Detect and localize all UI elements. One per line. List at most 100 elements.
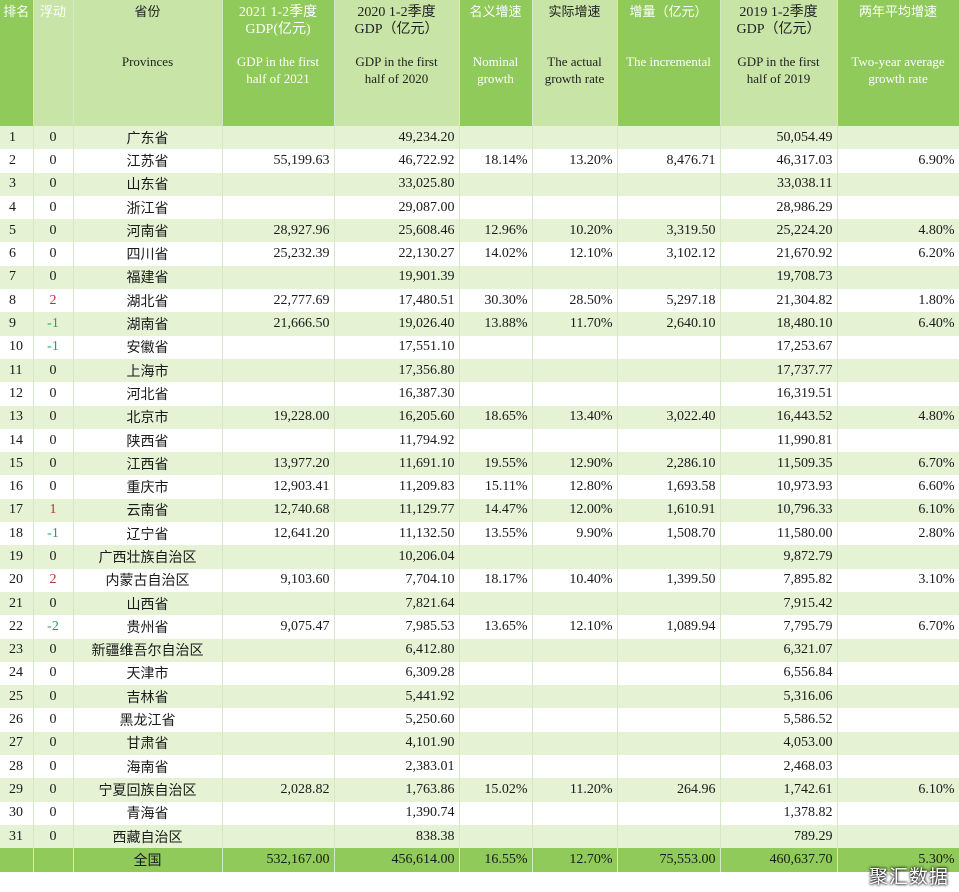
- table-cell-province: 甘肃省: [73, 731, 223, 756]
- table-cell-province: 吉林省: [73, 685, 223, 709]
- table-cell-float: 1: [33, 498, 74, 523]
- table-cell-avg: 6.20%: [837, 242, 959, 266]
- table-cell-province: 辽宁省: [73, 522, 223, 546]
- table-cell-rank: 26: [0, 708, 34, 732]
- table-cell-increment: [617, 195, 721, 220]
- table-cell-gdp2020: 22,130.27: [334, 242, 460, 266]
- table-cell-actual: 12.90%: [532, 452, 618, 476]
- table-cell-gdp2021: [222, 335, 335, 359]
- table-cell-gdp2020: 1,763.86: [334, 778, 460, 802]
- table-cell-avg: [837, 335, 959, 359]
- table-cell-province: 西藏自治区: [73, 824, 223, 849]
- table-cell-actual: 13.40%: [532, 405, 618, 429]
- table-cell-gdp2020: 46,722.92: [334, 149, 460, 173]
- table-row: 2 0 江苏省 55,199.63 46,722.92 18.14% 13.20% 8,476…: [0, 149, 959, 173]
- table-cell-float: 0: [33, 778, 74, 802]
- table-cell-increment: [617, 685, 721, 709]
- table-cell-nominal: 15.11%: [459, 475, 533, 499]
- table-row: 31 0 西藏自治区 838.38 789.29: [0, 824, 959, 849]
- table-cell-rank: 7: [0, 265, 34, 290]
- table-cell-rank: 20: [0, 568, 34, 592]
- table-cell-nominal: [459, 824, 533, 849]
- table-cell-rank: 4: [0, 195, 34, 220]
- gdp-table: 排名 浮动 省份 Provinces 2021 1-2季度 GDP(亿元) GD…: [0, 0, 959, 873]
- table-cell-gdp2019: 21,670.92: [720, 242, 838, 266]
- total-label: 全国: [73, 848, 223, 873]
- table-cell-gdp2021: 12,903.41: [222, 475, 335, 499]
- table-cell-province: 湖南省: [73, 312, 223, 336]
- table-cell-nominal: [459, 265, 533, 290]
- table-cell-province: 山西省: [73, 591, 223, 616]
- table-cell-nominal: 18.65%: [459, 405, 533, 429]
- table-cell-float: 0: [33, 358, 74, 383]
- table-cell-increment: [617, 824, 721, 849]
- table-cell-actual: 12.10%: [532, 615, 618, 639]
- table-cell-nominal: [459, 591, 533, 616]
- table-cell-rank: 27: [0, 731, 34, 756]
- table-cell-gdp2021: [222, 801, 335, 825]
- table-cell-increment: 1,089.94: [617, 615, 721, 639]
- table-cell-gdp2019: 33,038.11: [720, 172, 838, 196]
- table-cell-gdp2019: 46,317.03: [720, 149, 838, 173]
- table-cell-province: 云南省: [73, 498, 223, 523]
- table-row: 4 0 浙江省 29,087.00 28,986.29: [0, 195, 959, 220]
- table-cell-increment: 3,319.50: [617, 219, 721, 243]
- table-row: 29 0 宁夏回族自治区 2,028.82 1,763.86 15.02% 11.20% 26…: [0, 778, 959, 802]
- table-cell-avg: 2.80%: [837, 522, 959, 546]
- table-cell-rank: 2: [0, 149, 34, 173]
- table-cell-increment: 1,399.50: [617, 568, 721, 592]
- table-cell-float: 0: [33, 801, 74, 825]
- table-cell-nominal: [459, 545, 533, 569]
- table-cell-increment: [617, 428, 721, 453]
- total-rank: [0, 848, 34, 873]
- table-cell-avg: [837, 661, 959, 686]
- table-cell-gdp2021: 22,777.69: [222, 289, 335, 313]
- table-cell-rank: 13: [0, 405, 34, 429]
- table-cell-rank: 6: [0, 242, 34, 266]
- table-row: 30 0 青海省 1,390.74 1,378.82: [0, 801, 959, 825]
- table-cell-gdp2020: 7,985.53: [334, 615, 460, 639]
- table-cell-nominal: 18.17%: [459, 568, 533, 592]
- table-cell-gdp2019: 11,580.00: [720, 522, 838, 546]
- total-actual: 12.70%: [532, 848, 618, 873]
- total-gdp2019: 460,637.70: [720, 848, 838, 873]
- total-gdp2020: 456,614.00: [334, 848, 460, 873]
- table-cell-gdp2019: 17,253.67: [720, 335, 838, 359]
- table-row: 3 0 山东省 33,025.80 33,038.11: [0, 172, 959, 196]
- table-cell-nominal: [459, 126, 533, 150]
- table-cell-gdp2020: 7,704.10: [334, 568, 460, 592]
- table-cell-gdp2021: [222, 358, 335, 383]
- table-cell-gdp2020: 11,129.77: [334, 498, 460, 523]
- table-cell-gdp2019: 6,556.84: [720, 661, 838, 686]
- table-cell-gdp2019: 17,737.77: [720, 358, 838, 383]
- table-cell-increment: [617, 638, 721, 662]
- table-cell-rank: 1: [0, 126, 34, 150]
- table-cell-gdp2021: [222, 591, 335, 616]
- table-cell-gdp2019: 11,509.35: [720, 452, 838, 476]
- table-cell-gdp2020: 7,821.64: [334, 591, 460, 616]
- table-cell-avg: [837, 731, 959, 756]
- table-cell-gdp2021: [222, 195, 335, 220]
- table-cell-rank: 25: [0, 685, 34, 709]
- table-cell-float: 0: [33, 149, 74, 173]
- table-cell-province: 天津市: [73, 661, 223, 686]
- table-cell-avg: 4.80%: [837, 405, 959, 429]
- table-cell-gdp2019: 10,973.93: [720, 475, 838, 499]
- table-cell-gdp2021: 28,927.96: [222, 219, 335, 243]
- table-cell-avg: 6.70%: [837, 615, 959, 639]
- table-cell-gdp2020: 17,480.51: [334, 289, 460, 313]
- col-header-province: 省份 Provinces: [73, 0, 223, 126]
- table-cell-increment: 2,640.10: [617, 312, 721, 336]
- table-cell-nominal: 14.47%: [459, 498, 533, 523]
- table-cell-float: 0: [33, 475, 74, 499]
- table-cell-nominal: 13.65%: [459, 615, 533, 639]
- table-cell-gdp2020: 11,794.92: [334, 428, 460, 453]
- table-row: 15 0 江西省 13,977.20 11,691.10 19.55% 12.90% 2,28…: [0, 452, 959, 476]
- table-cell-actual: [532, 824, 618, 849]
- table-cell-nominal: 13.55%: [459, 522, 533, 546]
- table-cell-float: 0: [33, 219, 74, 243]
- table-cell-actual: 11.20%: [532, 778, 618, 802]
- table-cell-gdp2019: 18,480.10: [720, 312, 838, 336]
- col-header-increment: 增量（亿元） The incremental: [617, 0, 721, 126]
- table-cell-avg: 6.60%: [837, 475, 959, 499]
